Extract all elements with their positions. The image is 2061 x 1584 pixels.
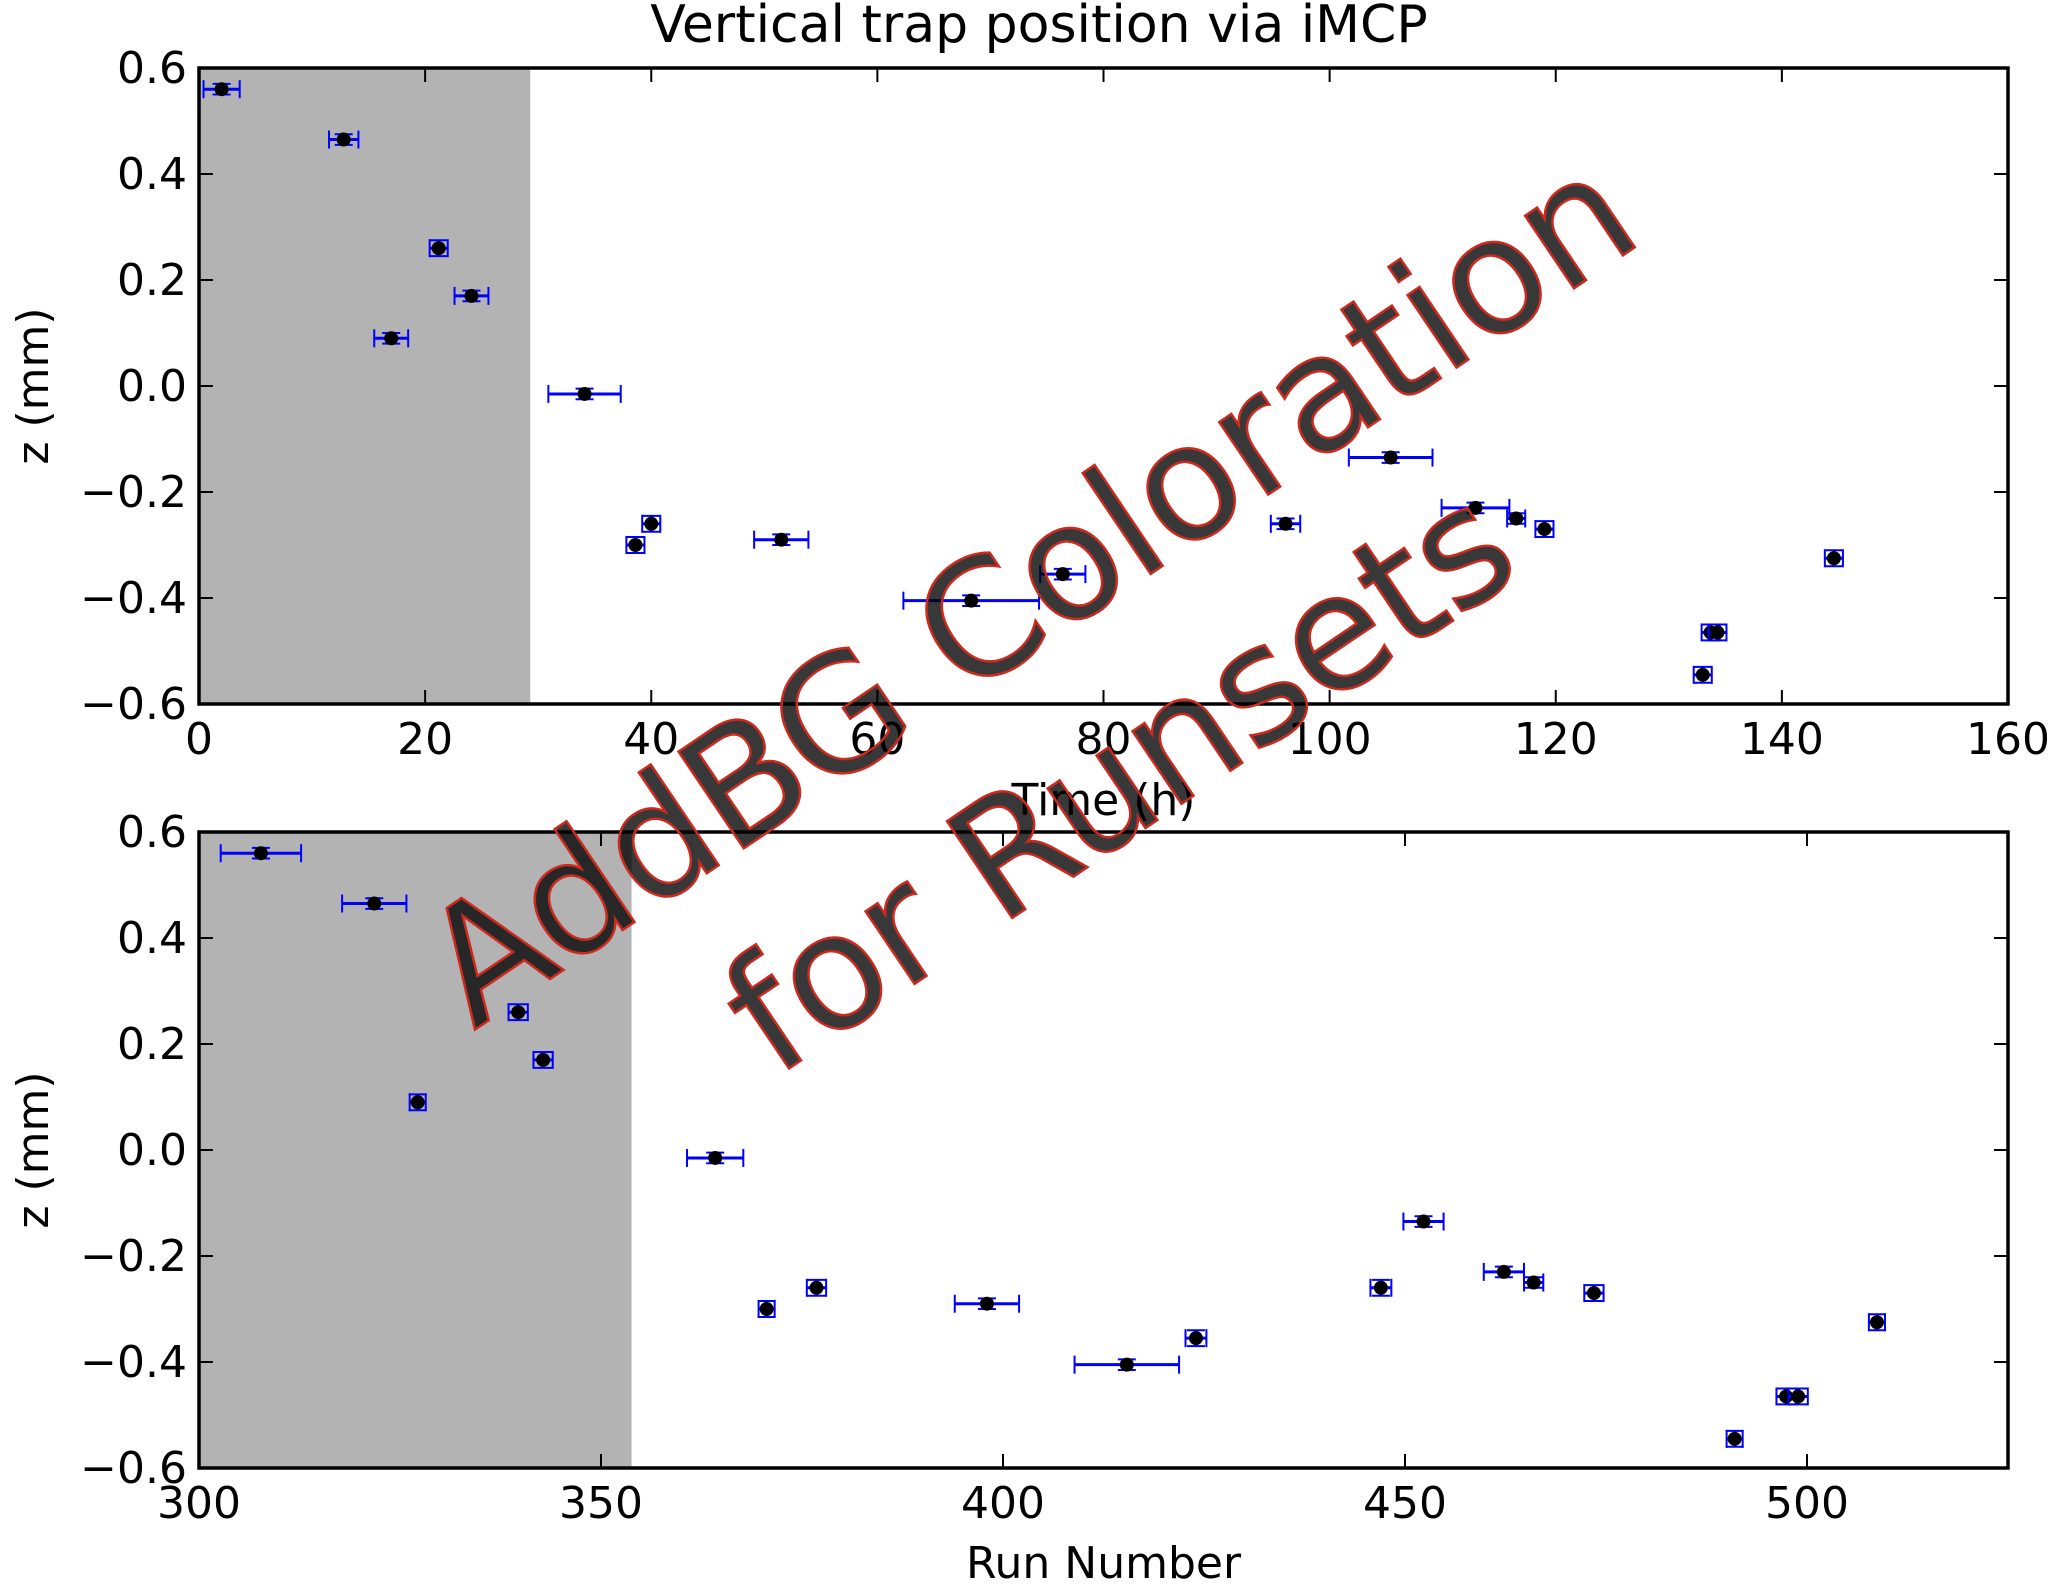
y-tick-label: 0.6 bbox=[117, 807, 187, 858]
x-tick-label: 160 bbox=[1966, 714, 2050, 765]
data-point bbox=[1055, 567, 1070, 582]
data-point bbox=[1119, 1357, 1134, 1372]
y-tick-label: −0.6 bbox=[80, 1443, 187, 1494]
y-tick-label: 0.0 bbox=[117, 1125, 187, 1176]
shaded-region bbox=[199, 832, 632, 1468]
x-tick-label: 100 bbox=[1288, 714, 1372, 765]
y-tick-label: −0.6 bbox=[80, 679, 187, 730]
x-axis-label: Time (h) bbox=[1011, 775, 1196, 826]
y-tick-label: 0.6 bbox=[117, 43, 187, 94]
plot-frame bbox=[197, 830, 2010, 1470]
y-tick-label: 0.2 bbox=[117, 1019, 187, 1070]
x-tick-label: 300 bbox=[157, 1478, 241, 1529]
y-tick-label: −0.2 bbox=[80, 467, 187, 518]
data-point bbox=[964, 593, 979, 608]
data-point bbox=[1496, 1264, 1511, 1279]
x-tick-label: 500 bbox=[1765, 1478, 1849, 1529]
watermark: AddBG Coloration for Runsets bbox=[389, 115, 1668, 1111]
data-point bbox=[708, 1150, 723, 1165]
data-point bbox=[536, 1052, 551, 1067]
y-tick-label: 0.0 bbox=[117, 361, 187, 412]
data-point bbox=[431, 241, 446, 256]
data-point bbox=[1586, 1286, 1601, 1301]
y-axis-label: z (mm) bbox=[8, 307, 59, 464]
data-point bbox=[464, 288, 479, 303]
y-tick-label: −0.4 bbox=[80, 1337, 187, 1388]
x-tick-label: 350 bbox=[559, 1478, 643, 1529]
x-tick-label: 140 bbox=[1740, 714, 1824, 765]
y-tick-label: −0.4 bbox=[80, 573, 187, 624]
x-tick-label: 80 bbox=[1076, 714, 1132, 765]
plot-frame bbox=[197, 66, 2010, 706]
data-point bbox=[1791, 1389, 1806, 1404]
y-tick-label: 0.2 bbox=[117, 255, 187, 306]
data-point bbox=[384, 331, 399, 346]
data-point bbox=[1710, 625, 1725, 640]
data-point bbox=[979, 1296, 994, 1311]
x-tick-label: 120 bbox=[1514, 714, 1598, 765]
data-point bbox=[1779, 1389, 1794, 1404]
y-tick-label: 0.4 bbox=[117, 913, 187, 964]
data-point bbox=[1383, 450, 1398, 465]
shaded-region bbox=[199, 68, 531, 704]
data-point bbox=[367, 896, 382, 911]
data-point bbox=[1188, 1331, 1203, 1346]
data-point bbox=[410, 1095, 425, 1110]
y-axis-label: z (mm) bbox=[8, 1071, 59, 1228]
data-point bbox=[809, 1280, 824, 1295]
data-point bbox=[774, 532, 789, 547]
x-tick-label: 60 bbox=[849, 714, 905, 765]
x-axis-label: Run Number bbox=[966, 1538, 1242, 1584]
data-point bbox=[1727, 1431, 1742, 1446]
x-tick-label: 450 bbox=[1363, 1478, 1447, 1529]
data-point bbox=[1509, 511, 1524, 526]
data-point bbox=[1416, 1214, 1431, 1229]
data-point bbox=[1695, 667, 1710, 682]
data-point bbox=[577, 386, 592, 401]
x-tick-label: 40 bbox=[623, 714, 679, 765]
y-tick-label: 0.4 bbox=[117, 149, 187, 200]
data-point bbox=[1537, 522, 1552, 537]
data-point bbox=[1468, 500, 1483, 515]
data-point bbox=[1826, 551, 1841, 566]
chart-title: Vertical trap position via iMCP bbox=[650, 0, 1427, 55]
top-panel: 0.6 0.4 0.2 0.0 −0.2 −0.4 −0.60 20 40 60 80 100 120 1… bbox=[8, 43, 2050, 826]
data-point bbox=[644, 516, 659, 531]
data-point bbox=[253, 846, 268, 861]
data-point bbox=[1526, 1275, 1541, 1290]
data-point bbox=[214, 82, 229, 97]
x-tick-label: 20 bbox=[397, 714, 453, 765]
data-point bbox=[336, 132, 351, 147]
x-tick-label: 0 bbox=[185, 714, 213, 765]
data-point bbox=[1278, 516, 1293, 531]
y-tick-label: −0.2 bbox=[80, 1231, 187, 1282]
data-point bbox=[1373, 1280, 1388, 1295]
data-point bbox=[759, 1302, 774, 1316]
data-point bbox=[511, 1005, 526, 1020]
data-point bbox=[1869, 1315, 1884, 1330]
x-tick-label: 400 bbox=[961, 1478, 1045, 1529]
data-point bbox=[628, 538, 643, 552]
